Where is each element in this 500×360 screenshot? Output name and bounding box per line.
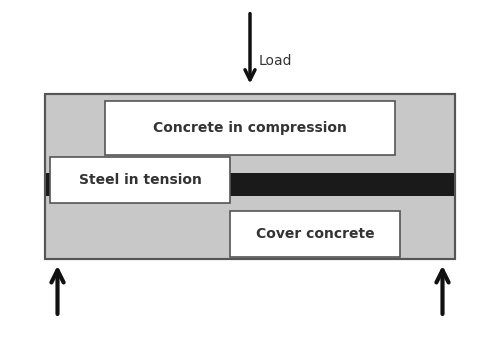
Text: Cover concrete: Cover concrete — [256, 227, 374, 241]
Bar — [230, 211, 400, 257]
Bar — [45, 94, 455, 259]
Text: Concrete in compression: Concrete in compression — [153, 121, 347, 135]
Bar — [105, 101, 395, 155]
Bar — [45, 94, 455, 259]
Text: Load: Load — [259, 54, 292, 68]
Bar — [50, 157, 230, 203]
Text: Steel in tension: Steel in tension — [78, 173, 202, 187]
Bar — [45, 173, 455, 196]
